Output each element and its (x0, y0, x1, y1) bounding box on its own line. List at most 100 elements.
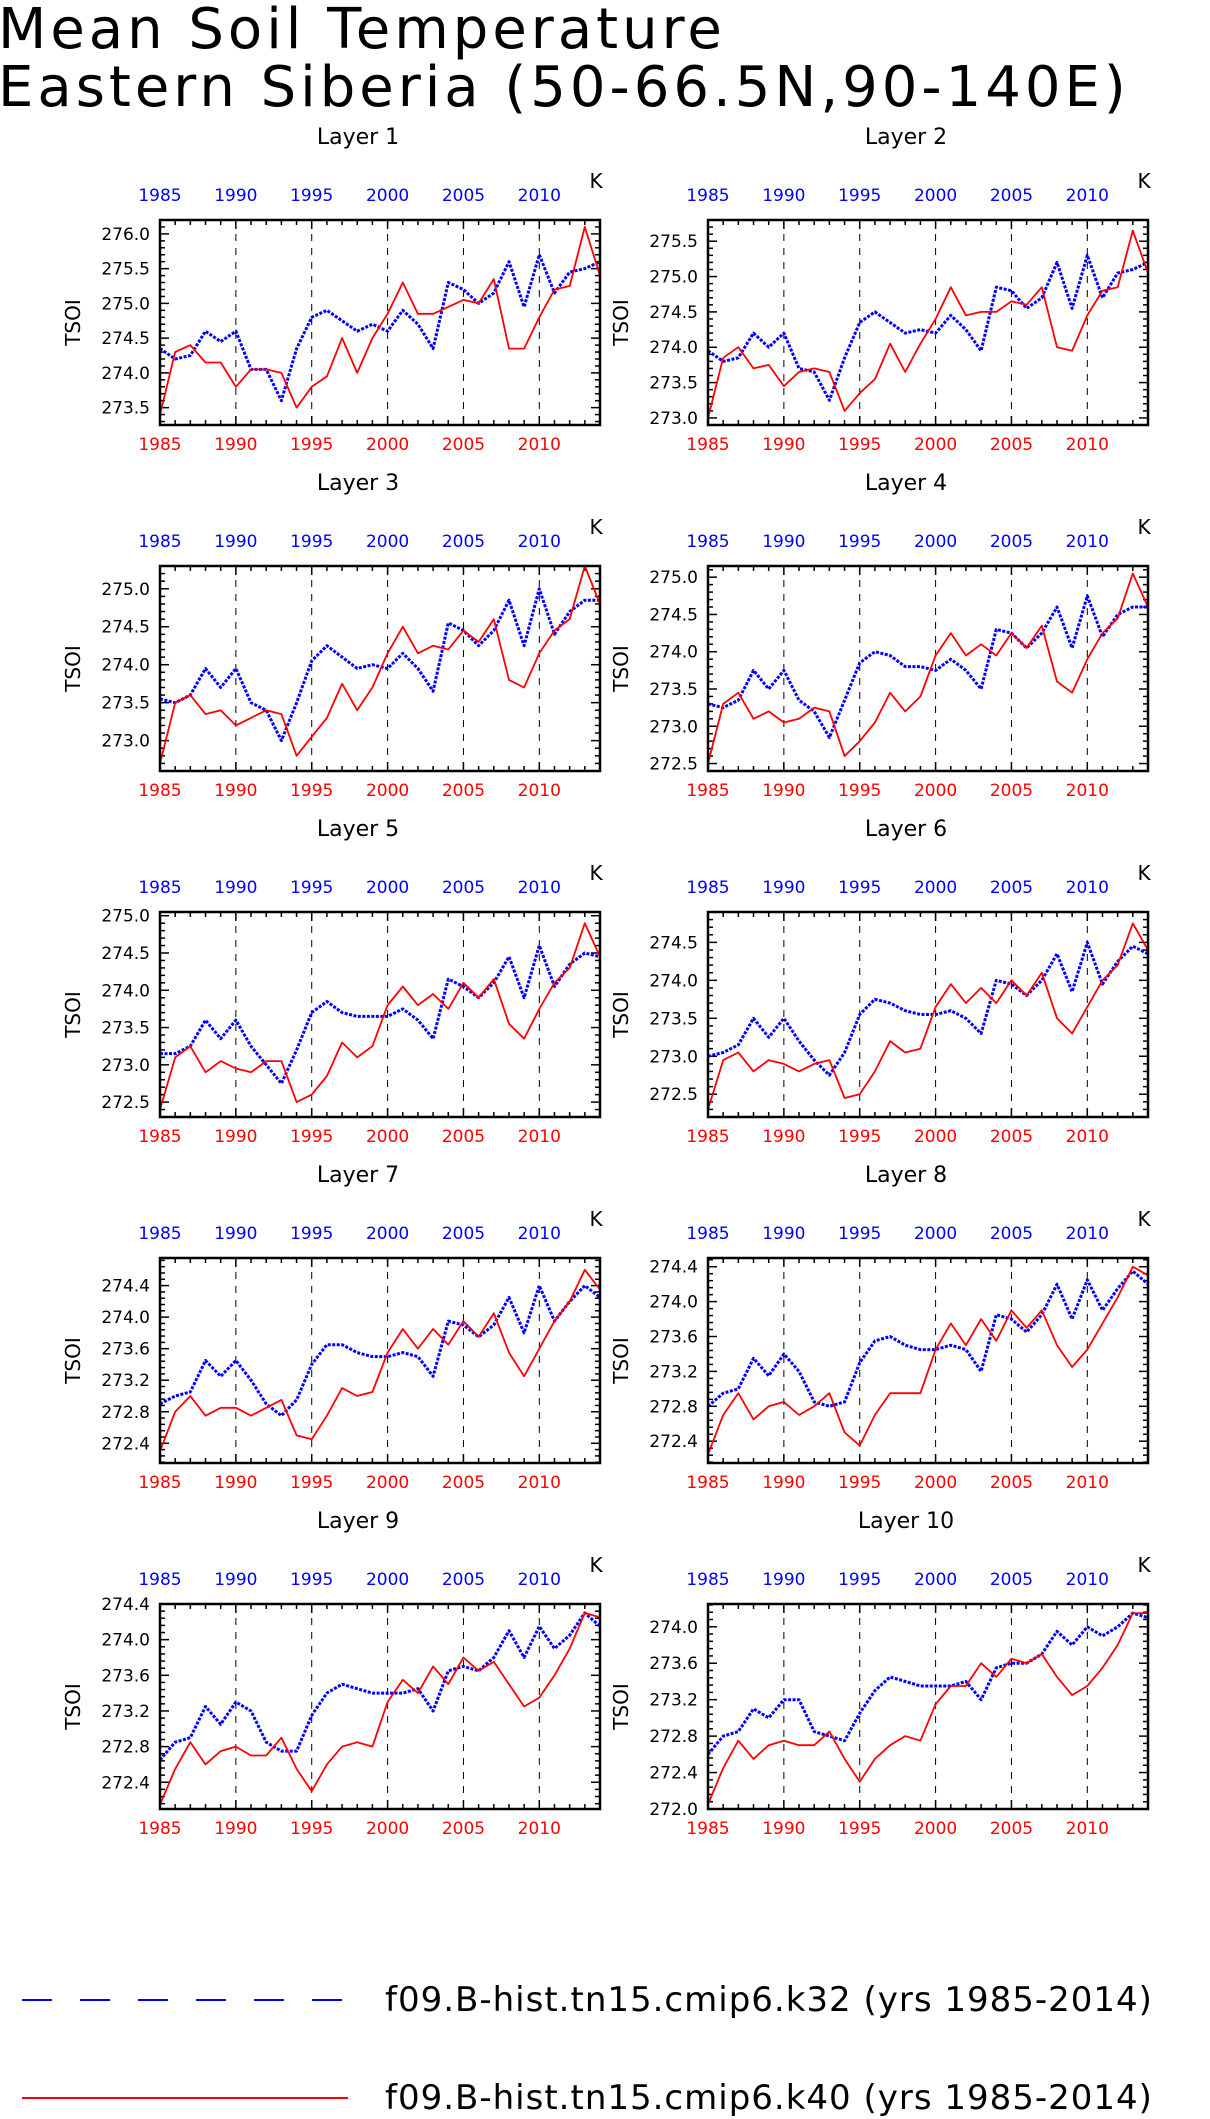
x-tick-label-top: 2005 (442, 1224, 485, 1244)
y-tick-label: 274.0 (649, 1618, 698, 1638)
y-tick-label: 273.0 (649, 409, 698, 429)
x-tick-label-top: 2005 (990, 532, 1033, 552)
y-axis-label: TSOI (61, 645, 85, 693)
y-axis-label: TSOI (609, 299, 633, 347)
x-tick-label-bottom: 1985 (138, 781, 181, 801)
y-tick-label: 274.4 (101, 1595, 150, 1615)
x-tick-label-top: 1995 (838, 532, 881, 552)
x-tick-label-bottom: 1990 (762, 781, 805, 801)
x-tick-label-bottom: 1990 (214, 435, 257, 455)
x-tick-label-top: 1985 (686, 878, 729, 898)
units-label: K (1137, 1207, 1151, 1231)
y-tick-label: 273.5 (101, 399, 150, 419)
series-line-k32 (706, 1611, 1149, 1756)
x-tick-label-bottom: 1995 (838, 435, 881, 455)
x-tick-label-bottom: 1985 (686, 781, 729, 801)
y-tick-label: 274.0 (649, 1293, 698, 1313)
y-tick-label: 275.0 (649, 268, 698, 288)
x-tick-label-bottom: 2005 (990, 1473, 1033, 1493)
y-tick-label: 273.6 (101, 1340, 150, 1360)
chart-panel-layer-6: Layer 6 K TSOI 1985 1985 1990 1990 1995 1995 2000… (609, 817, 1151, 1147)
units-label: K (589, 861, 603, 885)
x-tick-label-bottom: 1985 (138, 1473, 181, 1493)
x-tick-label-top: 1995 (290, 878, 333, 898)
panel-title: Layer 2 (865, 125, 947, 150)
plot-frame (158, 218, 602, 427)
x-tick-label-top: 1995 (290, 532, 333, 552)
y-tick-label: 272.4 (649, 1764, 698, 1784)
x-tick-label-bottom: 1990 (214, 1819, 257, 1839)
x-tick-label-top: 2010 (518, 878, 561, 898)
units-label: K (589, 169, 603, 193)
series-line-k40 (159, 922, 601, 1110)
x-tick-label-bottom: 1990 (762, 1127, 805, 1147)
x-tick-label-bottom: 2005 (442, 781, 485, 801)
y-tick-label: 273.5 (101, 694, 150, 714)
y-tick-label: 275.0 (101, 294, 150, 314)
y-tick-label: 272.8 (101, 1738, 150, 1758)
y-tick-label: 275.0 (101, 907, 150, 927)
y-tick-label: 275.5 (649, 232, 698, 252)
units-label: K (1137, 1553, 1151, 1577)
x-tick-label-top: 2000 (914, 532, 957, 552)
x-tick-label-top: 1985 (138, 532, 181, 552)
y-axis-label: TSOI (61, 991, 85, 1039)
x-tick-label-top: 1985 (686, 532, 729, 552)
x-tick-label-top: 2005 (990, 1570, 1033, 1590)
chart-panel-layer-2: Layer 2 K TSOI 1985 1985 1990 1990 1995 1995 2000… (609, 125, 1151, 455)
series-line-k32 (707, 594, 1148, 739)
x-tick-label-bottom: 2005 (442, 435, 485, 455)
y-tick-label: 273.6 (649, 1328, 698, 1348)
x-tick-label-top: 2000 (914, 1570, 957, 1590)
panel-title: Layer 1 (317, 125, 399, 150)
x-tick-label-top: 2005 (442, 186, 485, 206)
y-axis-label: TSOI (61, 1683, 85, 1731)
x-tick-label-top: 1985 (138, 878, 181, 898)
x-tick-label-top: 1985 (686, 186, 729, 206)
x-tick-label-top: 2010 (1066, 186, 1109, 206)
x-tick-label-bottom: 1990 (214, 781, 257, 801)
x-tick-label-top: 2010 (1066, 1570, 1109, 1590)
legend-label-k40: f09.B-hist.tn15.cmip6.k40 (yrs 1985-2014… (385, 2078, 1153, 2118)
x-tick-label-top: 1990 (762, 1570, 805, 1590)
x-tick-label-top: 1990 (214, 1224, 257, 1244)
y-tick-label: 274.5 (101, 618, 150, 638)
x-tick-label-bottom: 2010 (1066, 435, 1109, 455)
x-tick-label-bottom: 1985 (138, 1127, 181, 1147)
figure-title-line-2: Eastern Siberia (50-66.5N,90-140E) (0, 55, 1130, 120)
y-tick-label: 272.5 (649, 1085, 698, 1105)
plot-frame (706, 1256, 1150, 1465)
chart-panel-layer-7: Layer 7 K TSOI 1985 1985 1990 1990 1995 1995 2000… (61, 1163, 603, 1493)
x-tick-label-top: 1990 (214, 532, 257, 552)
y-axis-label: TSOI (609, 1683, 633, 1731)
y-tick-label: 273.0 (101, 732, 150, 752)
x-tick-label-bottom: 1985 (686, 1127, 729, 1147)
x-tick-label-bottom: 2005 (990, 1127, 1033, 1147)
x-tick-label-bottom: 2010 (1066, 781, 1109, 801)
x-tick-label-bottom: 2000 (914, 781, 957, 801)
x-tick-label-top: 1990 (214, 878, 257, 898)
x-tick-label-bottom: 1990 (762, 435, 805, 455)
y-axis-label: TSOI (61, 299, 85, 347)
series-line-k32 (707, 1269, 1149, 1408)
x-tick-label-bottom: 2010 (518, 1819, 561, 1839)
y-tick-label: 274.4 (649, 1258, 698, 1278)
y-tick-label: 274.4 (101, 1277, 150, 1297)
x-tick-label-top: 1990 (762, 878, 805, 898)
y-axis-label: TSOI (609, 1337, 633, 1385)
x-tick-label-bottom: 2005 (442, 1819, 485, 1839)
y-tick-label: 274.5 (649, 303, 698, 323)
chart-panel-layer-5: Layer 5 K TSOI 1985 1985 1990 1990 1995 1995 2000… (61, 817, 603, 1147)
y-tick-label: 273.5 (649, 374, 698, 394)
x-tick-label-top: 1985 (686, 1570, 729, 1590)
units-label: K (589, 515, 603, 539)
y-tick-label: 275.5 (101, 260, 150, 280)
x-tick-label-top: 2000 (914, 1224, 957, 1244)
x-tick-label-top: 2010 (1066, 532, 1109, 552)
x-tick-label-bottom: 2010 (1066, 1473, 1109, 1493)
y-axis-label: TSOI (61, 1337, 85, 1385)
y-tick-label: 274.0 (101, 364, 150, 384)
series-line-k32 (159, 1284, 601, 1418)
y-tick-label: 274.0 (649, 971, 698, 991)
plot-frame (706, 564, 1150, 773)
